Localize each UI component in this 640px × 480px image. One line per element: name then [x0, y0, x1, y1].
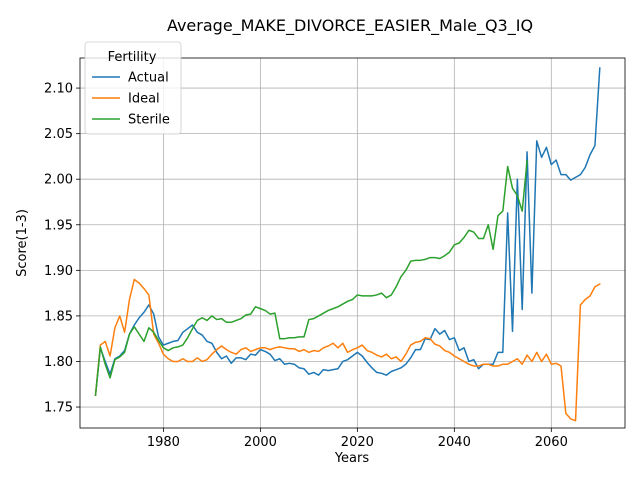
series-lines: [94, 67, 601, 422]
y-tick-label: 1.80: [44, 355, 73, 370]
series-line-actual: [94, 67, 601, 397]
legend-entry-ideal: Ideal: [128, 92, 160, 107]
legend-entry-sterile: Sterile: [128, 113, 170, 128]
y-tick-label: 2.00: [44, 173, 73, 188]
y-tick-label: 1.75: [44, 401, 73, 416]
x-tick-label: 2020: [341, 435, 374, 450]
y-tick-label: 2.10: [44, 82, 73, 97]
series-line-sterile: [94, 160, 528, 397]
legend: Fertility Actual Ideal Sterile: [84, 41, 182, 135]
x-tick-label: 2000: [244, 435, 277, 450]
legend-box: [84, 41, 182, 135]
plot-frame: [79, 57, 626, 429]
series-line-ideal: [94, 278, 601, 422]
x-tick-label: 2060: [535, 435, 568, 450]
y-tick-label: 1.85: [44, 309, 73, 324]
y-tick-label: 2.05: [44, 127, 73, 142]
legend-entry-actual: Actual: [128, 71, 169, 86]
x-axis: 1980 2000 2020 2040 2060: [147, 428, 568, 450]
x-tick-label: 1980: [147, 435, 180, 450]
chart-title: Average_MAKE_DIVORCE_EASIER_Male_Q3_IQ: [167, 16, 533, 36]
y-tick-label: 1.95: [44, 218, 73, 233]
y-axis-label: Score(1-3): [15, 209, 30, 277]
x-tick-label: 2040: [438, 435, 471, 450]
y-axis: 1.75 1.80 1.85 1.90 1.95 2.00 2.05 2.10: [44, 82, 80, 416]
legend-title: Fertility: [108, 50, 157, 65]
x-axis-label: Years: [334, 451, 370, 466]
y-tick-label: 1.90: [44, 264, 73, 279]
